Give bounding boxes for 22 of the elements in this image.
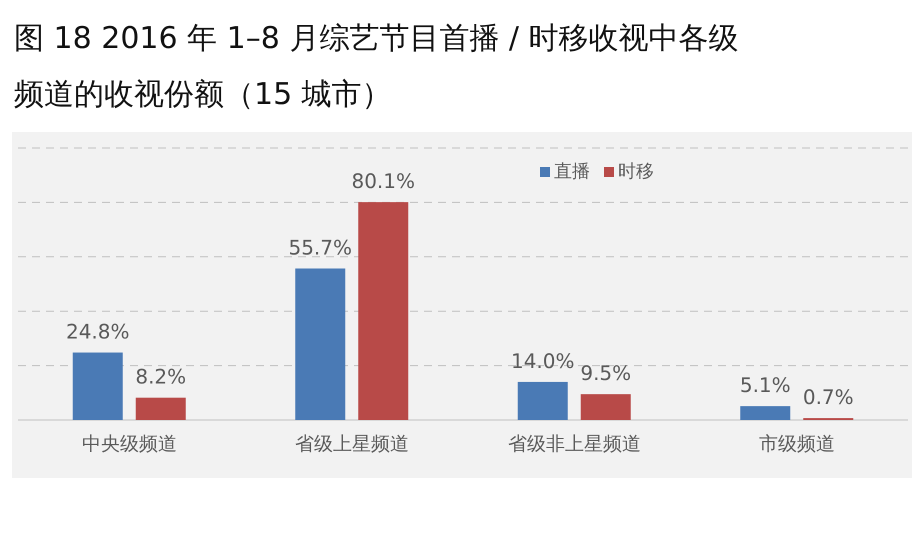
x-tick-label: 市级频道 <box>758 433 835 455</box>
x-tick-label: 省级上星频道 <box>294 433 409 455</box>
x-tick-label: 省级非上星频道 <box>508 433 641 455</box>
data-label: 0.7% <box>802 385 854 410</box>
data-label: 14.0% <box>510 348 575 373</box>
bar <box>295 268 346 420</box>
x-tick-label: 中央级频道 <box>82 433 177 455</box>
bar <box>518 382 568 420</box>
bar <box>580 394 631 420</box>
bar <box>72 352 123 420</box>
data-label: 8.2% <box>135 364 186 389</box>
data-label: 24.8% <box>66 320 130 344</box>
bar <box>358 202 408 420</box>
legend-label: 直播 <box>554 161 590 182</box>
bar <box>136 398 186 420</box>
bar <box>740 406 790 420</box>
chart-title: 图 18 2016 年 1–8 月综艺节目首播 / 时移收视中各级频道的收视份额（15 城市） <box>14 21 739 112</box>
data-label: 5.1% <box>740 373 791 398</box>
data-label: 80.1% <box>351 169 416 194</box>
legend-label: 时移 <box>618 161 654 182</box>
data-label: 9.5% <box>580 361 632 386</box>
data-label: 55.7% <box>288 235 352 260</box>
